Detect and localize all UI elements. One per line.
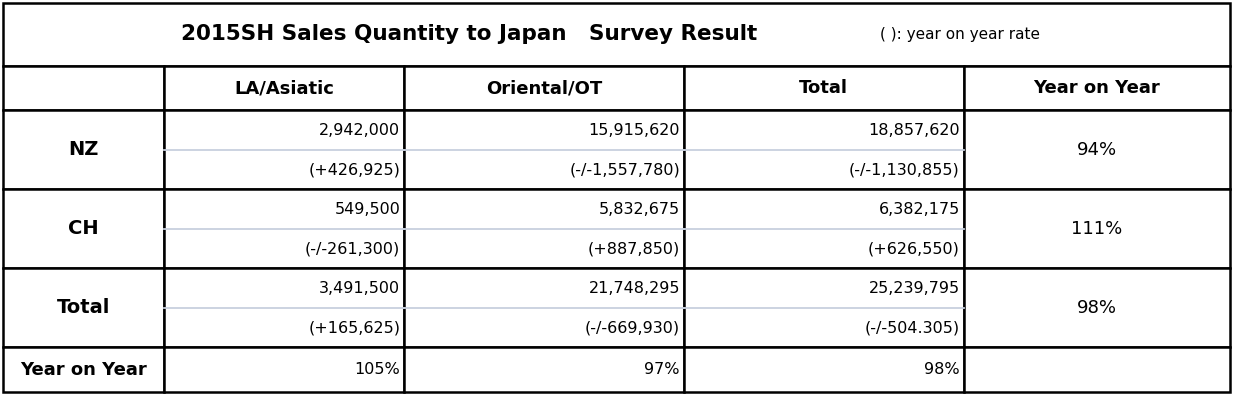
Bar — [404, 348, 684, 392]
Bar — [2, 110, 164, 189]
Text: (-/-261,300): (-/-261,300) — [305, 241, 401, 256]
Bar — [2, 348, 164, 392]
Text: (+626,550): (+626,550) — [868, 241, 959, 256]
Text: 15,915,620: 15,915,620 — [588, 122, 679, 137]
Text: Total: Total — [799, 79, 848, 97]
Text: (+165,625): (+165,625) — [308, 320, 401, 335]
Text: (+887,850): (+887,850) — [588, 241, 679, 256]
Bar — [964, 66, 1231, 110]
Bar — [404, 110, 684, 189]
Text: (-/-1,130,855): (-/-1,130,855) — [850, 162, 959, 177]
Bar — [164, 66, 404, 110]
Bar — [404, 66, 684, 110]
Bar — [164, 110, 404, 189]
Text: 21,748,295: 21,748,295 — [588, 281, 679, 296]
Bar — [964, 110, 1231, 189]
Text: Year on Year: Year on Year — [20, 361, 147, 379]
Text: 94%: 94% — [1076, 141, 1117, 159]
Text: ( ): year on year rate: ( ): year on year rate — [880, 27, 1041, 42]
Text: 2015SH Sales Quantity to Japan   Survey Result: 2015SH Sales Quantity to Japan Survey Re… — [181, 24, 757, 44]
Text: 6,382,175: 6,382,175 — [878, 202, 959, 216]
Bar — [164, 348, 404, 392]
Text: 18,857,620: 18,857,620 — [868, 122, 959, 137]
Text: LA/Asiatic: LA/Asiatic — [234, 79, 334, 97]
Text: CH: CH — [68, 219, 99, 239]
Bar — [2, 66, 164, 110]
Text: 25,239,795: 25,239,795 — [868, 281, 959, 296]
Bar — [2, 269, 164, 348]
Bar — [164, 189, 404, 269]
Bar — [684, 269, 964, 348]
Text: Year on Year: Year on Year — [1033, 79, 1160, 97]
Bar — [404, 189, 684, 269]
Bar — [684, 348, 964, 392]
Bar — [964, 269, 1231, 348]
Text: 98%: 98% — [1076, 299, 1117, 317]
Bar — [964, 189, 1231, 269]
Bar — [2, 3, 1231, 66]
Text: 2,942,000: 2,942,000 — [319, 122, 401, 137]
Bar — [164, 269, 404, 348]
Bar — [964, 348, 1231, 392]
Bar — [684, 189, 964, 269]
Bar — [684, 110, 964, 189]
Text: (+426,925): (+426,925) — [308, 162, 401, 177]
Text: 549,500: 549,500 — [334, 202, 401, 216]
Bar — [404, 269, 684, 348]
Text: (-/-1,557,780): (-/-1,557,780) — [570, 162, 679, 177]
Text: Total: Total — [57, 298, 110, 318]
Text: 97%: 97% — [645, 362, 679, 377]
Bar — [2, 189, 164, 269]
Text: (-/-504.305): (-/-504.305) — [864, 320, 959, 335]
Text: 105%: 105% — [354, 362, 401, 377]
Text: 3,491,500: 3,491,500 — [319, 281, 401, 296]
Text: 98%: 98% — [924, 362, 959, 377]
Text: Oriental/OT: Oriental/OT — [486, 79, 602, 97]
Text: (-/-669,930): (-/-669,930) — [584, 320, 679, 335]
Text: 111%: 111% — [1071, 220, 1122, 238]
Bar — [684, 66, 964, 110]
Text: 5,832,675: 5,832,675 — [599, 202, 679, 216]
Text: NZ: NZ — [68, 140, 99, 160]
